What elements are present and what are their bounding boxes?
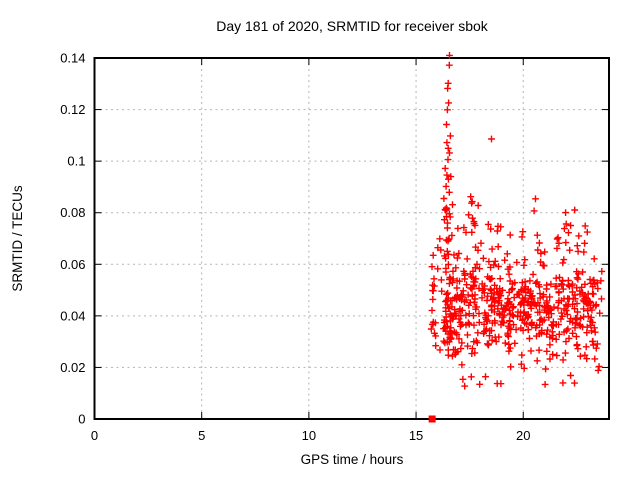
scatter-point-square — [428, 415, 436, 423]
y-tick-label: 0.1 — [67, 154, 85, 169]
x-axis-label: GPS time / hours — [301, 452, 404, 467]
y-tick-label: 0.02 — [60, 360, 85, 375]
data-points — [427, 52, 606, 423]
axis-ticks — [94, 57, 609, 420]
tick-labels: 0 5 10 15 20 0 0.02 0.04 0.06 0.08 0.1 0.12 0.14 — [60, 51, 530, 444]
y-tick-label: 0.12 — [60, 102, 85, 117]
x-tick-label: 0 — [91, 428, 98, 443]
chart-title: Day 181 of 2020, SRMTID for receiver sbo… — [216, 18, 489, 34]
y-tick-label: 0 — [78, 412, 85, 427]
y-tick-label: 0.04 — [60, 308, 85, 323]
x-tick-label: 15 — [409, 428, 423, 443]
x-tick-label: 5 — [198, 428, 205, 443]
gridlines — [94, 57, 609, 420]
plot-border — [93, 57, 610, 420]
x-tick-label: 10 — [302, 428, 316, 443]
scatter-points-plus — [427, 52, 606, 390]
x-tick-label: 20 — [516, 428, 530, 443]
y-tick-label: 0.14 — [60, 51, 85, 66]
y-tick-label: 0.08 — [60, 205, 85, 220]
y-tick-label: 0.06 — [60, 257, 85, 272]
y-axis-label: SRMTID / TECUs — [10, 185, 25, 292]
